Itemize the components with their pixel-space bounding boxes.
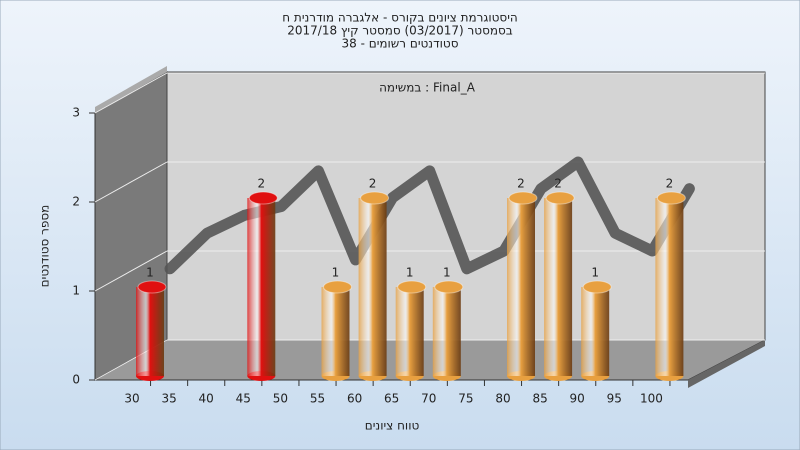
x-tick-label: 40 [199,392,214,406]
x-tick-label: 30 [124,392,139,406]
x-tick-label: 100 [640,392,663,406]
value-label: 1 [332,266,340,280]
bar [321,287,350,376]
annotation: Final_A : במשימה [379,81,476,95]
bar-top [397,280,427,294]
value-label: 2 [554,177,562,191]
x-tick-label: 65 [384,392,399,406]
y-tick-label: 3 [72,106,80,120]
x-tick-label: 60 [347,392,362,406]
bar [136,287,164,376]
grid-line [94,72,168,114]
grid-line [94,161,168,203]
bar [247,198,276,376]
x-tick-label: 75 [458,392,473,406]
bar-top [656,191,686,205]
bar [395,287,424,376]
y-tick-label: 2 [72,195,80,209]
value-label: 1 [443,266,451,280]
value-label: 1 [406,266,414,280]
x-tick-label: 90 [570,392,585,406]
wall-edge [95,66,167,113]
x-tick-label: 80 [495,392,510,406]
bar-top [434,280,464,294]
bar [432,287,461,376]
bar-top [582,280,612,294]
bar-top [248,191,278,205]
bar-top [545,191,575,205]
value-label: 1 [146,266,154,280]
bar-top [360,191,390,205]
bar [358,198,387,376]
value-label: 2 [517,177,525,191]
bar [507,198,535,376]
title-line: היסטוגרמת ציונים בקורס - אלגברה מודרנית … [282,11,517,25]
bar [655,198,684,376]
value-label: 2 [666,177,674,191]
floor-edge [688,340,765,388]
bar-top [508,191,538,205]
value-label: 2 [369,177,377,191]
x-tick-label: 45 [236,392,251,406]
x-tick-label: 85 [532,392,547,406]
x-tick-label: 55 [310,392,325,406]
y-tick-label: 1 [72,284,80,298]
x-tick-label: 95 [607,392,622,406]
x-axis-label: טווח ציונים [365,419,420,433]
title-line: סטודנטים רשומים - 38 [341,37,458,51]
value-label: 1 [591,266,599,280]
bar-top [323,280,352,294]
bar [544,198,573,376]
x-tick-label: 50 [273,392,288,406]
x-tick-label: 70 [421,392,436,406]
y-axis-label: מספר סטודנטים [38,205,52,288]
title-line: בסמסטר (03/2017) סמסטר קיץ 2017/18 [287,24,513,38]
value-label: 2 [257,177,265,191]
bar [581,287,610,376]
grid-line [94,250,168,292]
y-tick-label: 0 [72,373,80,387]
x-tick-label: 35 [161,392,176,406]
bar-top [137,280,167,294]
